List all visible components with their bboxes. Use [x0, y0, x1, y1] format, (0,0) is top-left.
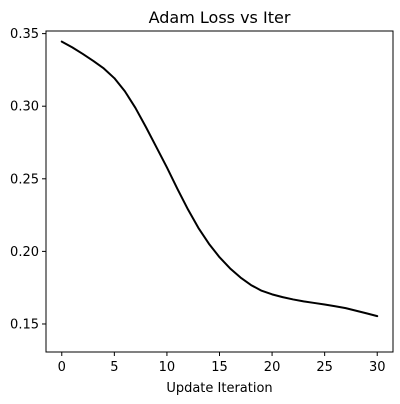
series-layer — [60, 40, 379, 318]
y-tick-label: 0.30 — [10, 100, 39, 115]
y-tick-label: 0.20 — [10, 245, 39, 260]
plot-frame — [45, 30, 394, 353]
x-tick-label: 20 — [264, 360, 281, 375]
x-axis-ticks: 0 5 10 15 20 25 30 — [58, 352, 386, 375]
y-tick-label: 0.15 — [10, 317, 39, 332]
x-tick-label: 5 — [110, 360, 118, 375]
x-tick-label: 10 — [159, 360, 176, 375]
x-tick-label: 0 — [58, 360, 66, 375]
y-tick-label: 0.35 — [10, 27, 39, 42]
x-axis-label: Update Iteration — [166, 381, 272, 396]
y-tick-label: 0.25 — [10, 172, 39, 187]
series-line-0 — [60, 40, 379, 318]
chart-title: Adam Loss vs Iter — [149, 8, 291, 27]
x-tick-label: 15 — [211, 360, 228, 375]
y-axis-ticks: 0.15 0.20 0.25 0.30 0.35 — [10, 27, 46, 332]
x-tick-label: 25 — [316, 360, 333, 375]
x-tick-label: 30 — [369, 360, 386, 375]
